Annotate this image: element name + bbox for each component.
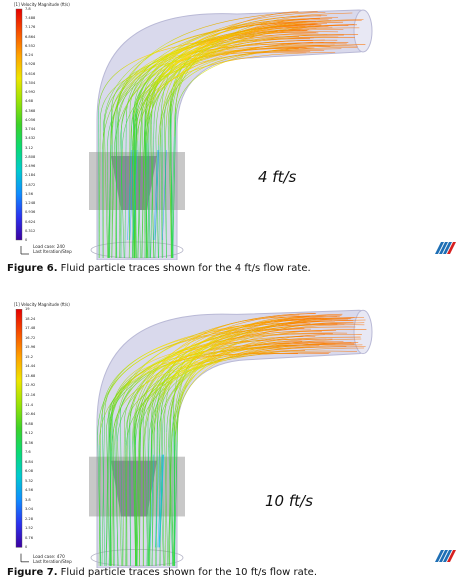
flow-render-10fts — [15, 309, 456, 568]
flow-speed-label: 4 ft/s — [258, 168, 297, 186]
colorbar-tick-label: 6.552 — [25, 43, 36, 48]
figure-panel-4fts: [1] Velocity Magnitude (ft/s) 7.8 7.488 7.… — [7, 0, 456, 260]
colorbar-tick-label: 16.72 — [25, 335, 36, 340]
colorbar-tick-label: 2.28 — [25, 516, 34, 521]
pipe-outlet — [353, 309, 373, 355]
colorbar-tick-label: 17.48 — [25, 326, 36, 331]
colorbar-tick-label: 7.176 — [25, 25, 36, 30]
axis-triad-icon — [20, 246, 29, 255]
colorbar-tick-label: 15.2 — [25, 354, 34, 359]
figure-caption: Figure 6. Fluid particle traces shown fo… — [7, 263, 311, 274]
flow-speed-label: 10 ft/s — [265, 492, 313, 510]
particle-traces — [98, 11, 366, 259]
colorbar-tick-label: 3.744 — [25, 127, 36, 132]
colorbar-gradient — [15, 8, 23, 241]
stripes-logo-icon — [435, 242, 456, 254]
stripes-logo-icon — [435, 550, 456, 562]
flow-render-4fts — [15, 8, 456, 260]
colorbar-tick-label: 1.248 — [25, 201, 36, 206]
colorbar-tick-label: 12.92 — [25, 383, 36, 388]
colorbar-tick-label: 0.76 — [25, 535, 34, 540]
load-case-label: Load case: 470 Last Iteration/Step — [33, 554, 72, 564]
pipe-outlet — [353, 9, 373, 53]
colorbar-tick-label: 8.36 — [25, 440, 34, 445]
colorbar-title: [1] Velocity Magnitude (ft/s) — [14, 2, 70, 7]
axis-triad-icon — [20, 553, 29, 563]
colorbar-tick-label: 18.24 — [25, 316, 36, 321]
colorbar-tick-label: 5.304 — [25, 80, 36, 85]
colorbar-tick-label: 6.84 — [25, 459, 34, 464]
colorbar-tick-label: 9.12 — [25, 431, 34, 436]
colorbar-tick-label: 19 — [25, 307, 30, 312]
colorbar-tick-label: 7.6 — [25, 450, 31, 455]
colorbar-tick-label: 11.4 — [25, 402, 34, 407]
load-case-label: Load case: 240 Last Iteration/Step — [33, 244, 72, 254]
colorbar-tick-label: 4.68 — [25, 99, 34, 104]
colorbar-tick-label: 4.056 — [25, 117, 36, 122]
colorbar-tick-label: 3.8 — [25, 497, 31, 502]
colorbar-title: [1] Velocity Magnitude (ft/s) — [14, 302, 70, 307]
colorbar-tick-label: 2.808 — [25, 154, 36, 159]
colorbar-tick-label: 0.936 — [25, 210, 36, 215]
colorbar-tick-label: 4.368 — [25, 108, 36, 113]
colorbar-tick-label: 5.616 — [25, 71, 36, 76]
colorbar-tick-label: 15.96 — [25, 345, 36, 350]
figure-panel-10fts: [1] Velocity Magnitude (ft/s) 19 18.24 17.… — [7, 300, 456, 568]
colorbar-tick-label: 5.928 — [25, 62, 36, 67]
colorbar-tick-label: 12.16 — [25, 392, 36, 397]
colorbar-tick-label: 13.68 — [25, 373, 36, 378]
colorbar-gradient — [15, 309, 23, 548]
pipe-inlet-ring — [90, 241, 184, 259]
colorbar-tick-label: 3.432 — [25, 136, 36, 141]
colorbar-tick-label: 1.872 — [25, 182, 36, 187]
colorbar-tick-label: 7.488 — [25, 16, 36, 21]
colorbar-tick-label: 10.64 — [25, 412, 36, 417]
colorbar-tick-label: 9.88 — [25, 421, 34, 426]
colorbar-tick-label: 0.312 — [25, 228, 36, 233]
colorbar-tick-label: 4.56 — [25, 488, 34, 493]
colorbar-tick-label: 14.44 — [25, 364, 36, 369]
colorbar-tick-label: 0.624 — [25, 219, 36, 224]
colorbar-tick-label: 1.52 — [25, 526, 34, 531]
colorbar-tick-label: 6.08 — [25, 469, 34, 474]
particle-traces — [97, 313, 367, 566]
colorbar-tick-label: 7.8 — [25, 7, 31, 11]
colorbar-tick-label: 0 — [25, 238, 28, 242]
colorbar-tick-label: 2.496 — [25, 164, 36, 169]
colorbar-tick-label: 3.12 — [25, 145, 34, 150]
colorbar-tick-label: 4.992 — [25, 90, 36, 95]
colorbar-tick-label: 0 — [25, 545, 28, 550]
colorbar-tick-label: 6.864 — [25, 34, 36, 39]
colorbar-tick-label: 3.04 — [25, 507, 34, 512]
colorbar-tick-label: 6.24 — [25, 53, 34, 58]
colorbar-tick-label: 2.184 — [25, 173, 36, 178]
colorbar-tick-label: 5.32 — [25, 478, 34, 483]
colorbar-tick-label: 1.56 — [25, 191, 34, 196]
